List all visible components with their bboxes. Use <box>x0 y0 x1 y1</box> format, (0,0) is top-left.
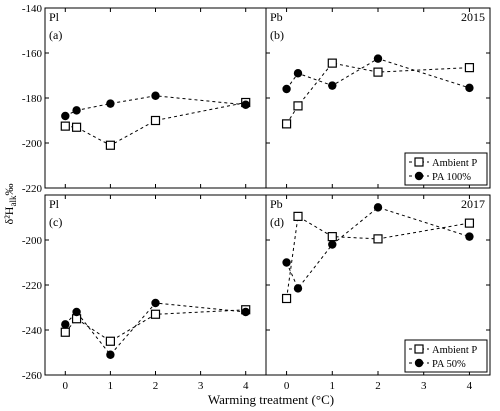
series-1-point <box>373 203 383 212</box>
series-1-point <box>61 111 70 121</box>
series-1-point <box>293 69 303 78</box>
legend-marker <box>414 157 424 167</box>
species-label: Pb <box>270 10 283 24</box>
shared-x-axis-label: Warming treatment (°C) <box>208 392 334 407</box>
series-1-point <box>328 81 337 90</box>
series-0-point <box>150 115 161 126</box>
legend-marker <box>414 358 424 368</box>
series-0-line <box>286 215 470 299</box>
y-tick-label: -200 <box>22 138 43 150</box>
series-1-point <box>328 240 337 249</box>
species-label: Pb <box>270 197 283 211</box>
y-tick-label: -240 <box>22 325 43 337</box>
panels: -140 -160 -180 -200 -220 Pl (a) Pb (b) 2015 Ambien… <box>22 3 491 392</box>
series-1-point <box>151 91 160 100</box>
x-tick-label: 1 <box>108 380 114 392</box>
y-tick-label: -220 <box>22 183 43 195</box>
legend: Ambient P PA 100% <box>404 152 488 186</box>
y-tick-label: -180 <box>22 93 43 105</box>
y-label-main: δ²H <box>2 206 16 224</box>
legend-label: PA 100% <box>432 172 471 183</box>
species-label: Pl <box>49 197 60 211</box>
legend-label: PA 50% <box>432 359 466 370</box>
series-0-point <box>105 140 115 150</box>
series-1-point <box>61 320 70 329</box>
y-label-unit: ‰ <box>2 184 16 196</box>
series-0-point <box>327 58 337 68</box>
panel-b: Pb (b) 2015 Ambient P PA 100% <box>265 7 491 189</box>
series-0-point <box>464 63 475 73</box>
panel-label: (b) <box>270 28 284 42</box>
series-0-point <box>293 101 303 111</box>
series-0-point <box>373 234 383 244</box>
panel-label: (d) <box>270 215 284 229</box>
x-tick-label: 3 <box>421 380 427 392</box>
y-tick-label: -160 <box>22 48 43 60</box>
series-1-point <box>106 350 115 359</box>
panel-a: -140 -160 -180 -200 -220 Pl (a) <box>22 3 267 195</box>
series-1-point <box>241 100 250 109</box>
panel-c: 0 1 2 3 4 -200 -220 -240 -260 Pl (c) <box>22 194 267 392</box>
x-tick-label: 0 <box>284 380 290 392</box>
y-label-sub: alk <box>8 195 18 206</box>
legend: Ambient P PA 50% <box>404 339 488 373</box>
x-tick-label: 4 <box>243 380 249 392</box>
series-1-line <box>286 206 470 290</box>
x-tick-label: 1 <box>330 380 336 392</box>
series-0-point <box>327 232 337 242</box>
year-label: 2017 <box>461 197 485 211</box>
series-1-point <box>373 54 383 63</box>
y-tick-label: -220 <box>22 280 43 292</box>
year-label: 2015 <box>461 10 485 24</box>
series-1-point <box>282 84 291 94</box>
series-1-point <box>282 258 291 267</box>
panel-d: 0 1 2 3 4 Pb (d) 2017 Ambient P PA 50% <box>265 194 491 392</box>
y-tick-label: -140 <box>22 3 43 15</box>
series-0-line <box>64 309 246 342</box>
series-0-point <box>60 327 70 337</box>
series-0-point <box>105 336 115 346</box>
series-0-point <box>373 67 383 77</box>
x-tick-label: 2 <box>375 380 381 392</box>
series-1-point <box>241 307 250 317</box>
series-0-point <box>281 293 292 304</box>
series-0-point <box>293 211 303 221</box>
series-1-line <box>64 302 246 356</box>
panel-frame <box>44 194 267 376</box>
x-tick-label: 3 <box>198 380 204 392</box>
x-tick-label: 2 <box>153 380 159 392</box>
x-tick-label: 0 <box>63 380 69 392</box>
series-1-point <box>106 99 115 108</box>
series-0-line <box>286 62 470 125</box>
series-0-point <box>281 119 292 129</box>
series-0-point <box>60 121 70 131</box>
series-1-point <box>293 284 303 293</box>
series-0-point <box>71 122 82 132</box>
series-1-point <box>72 307 81 317</box>
series-1-point <box>465 83 474 93</box>
legend-marker <box>414 344 424 354</box>
series-0-point <box>150 309 161 319</box>
series-1-point <box>151 298 160 308</box>
series-1-point <box>465 232 474 241</box>
panel-label: (c) <box>49 215 62 229</box>
panel-label: (a) <box>49 28 62 42</box>
x-tick-label: 4 <box>467 380 473 392</box>
y-tick-label: -200 <box>22 235 43 247</box>
series-0-point <box>464 218 475 228</box>
legend-label: Ambient P <box>432 345 477 356</box>
species-label: Pl <box>49 10 60 24</box>
legend-label: Ambient P <box>432 158 477 169</box>
shared-y-axis-label: δ²Halk‰ <box>2 184 18 225</box>
legend-marker <box>414 171 424 181</box>
series-1-point <box>72 106 81 115</box>
y-tick-label: -260 <box>22 370 43 382</box>
